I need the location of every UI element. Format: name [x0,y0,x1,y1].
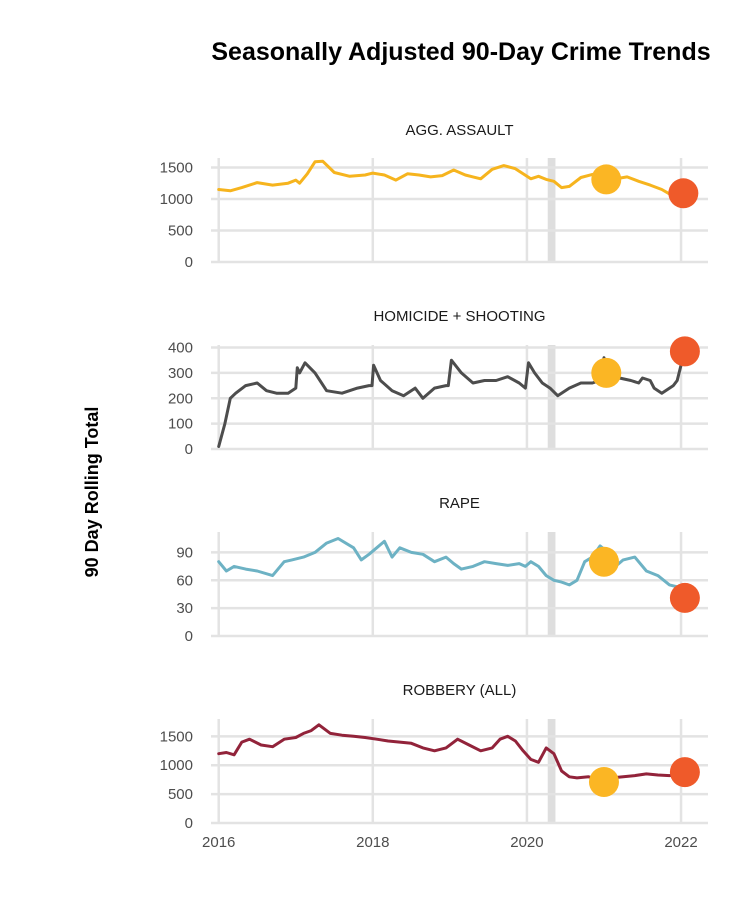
y-axis-label: 90 Day Rolling Total [82,407,102,578]
y-tick-label: 500 [168,786,193,803]
y-tick-label: 1500 [160,159,193,176]
y-tick-label: 500 [168,222,193,239]
shaded-band [547,719,556,823]
y-tick-label: 30 [176,600,193,617]
x-axis: 2016 2018 2020 2022 [202,834,698,851]
y-tick-label: 0 [185,815,193,832]
facet-title: RAPE [439,495,480,512]
y-tick-label: 90 [176,544,193,561]
marker-2021 [588,766,619,797]
x-tick-label: 2018 [356,834,389,851]
y-tick-label: 400 [168,340,193,357]
facet-title: ROBBERY (ALL) [403,682,517,699]
marker-2022 [668,178,699,209]
panel-homicide-shooting: 0 100 200 300 400 HOMICIDE + SHOOTING [168,308,708,458]
marker-2021 [588,546,619,577]
y-tick-label: 200 [168,390,193,407]
y-tick-label: 300 [168,365,193,382]
facet-title: AGG. ASSAULT [405,122,513,139]
marker-2022 [669,582,700,613]
y-tick-label: 0 [185,254,193,271]
y-tick-label: 60 [176,572,193,589]
x-tick-label: 2016 [202,834,235,851]
series-line-rape [217,537,683,590]
y-tick-label: 1000 [160,757,193,774]
y-tick-label: 100 [168,416,193,433]
marker-2021 [591,357,622,388]
y-tick-label: 0 [185,628,193,645]
chart-title: Seasonally Adjusted 90-Day Crime Trends [211,38,710,66]
x-tick-label: 2022 [664,834,697,851]
panel-agg-assault: 0 500 1000 1500 AGG. ASSAULT [160,122,708,271]
y-tick-label: 1500 [160,728,193,745]
facet-title: HOMICIDE + SHOOTING [373,308,545,325]
panel-robbery-all: 0 500 1000 1500 ROBBERY (ALL) [160,682,708,832]
marker-2021 [591,164,622,195]
y-tick-label: 1000 [160,191,193,208]
shaded-band [547,532,556,636]
x-tick-label: 2020 [510,834,543,851]
marker-2022 [669,336,700,367]
y-tick-label: 0 [185,441,193,458]
panel-rape: 0 30 60 90 RAPE [176,495,708,645]
shaded-band [547,158,556,262]
shaded-band [547,345,556,449]
marker-2022 [669,757,700,788]
